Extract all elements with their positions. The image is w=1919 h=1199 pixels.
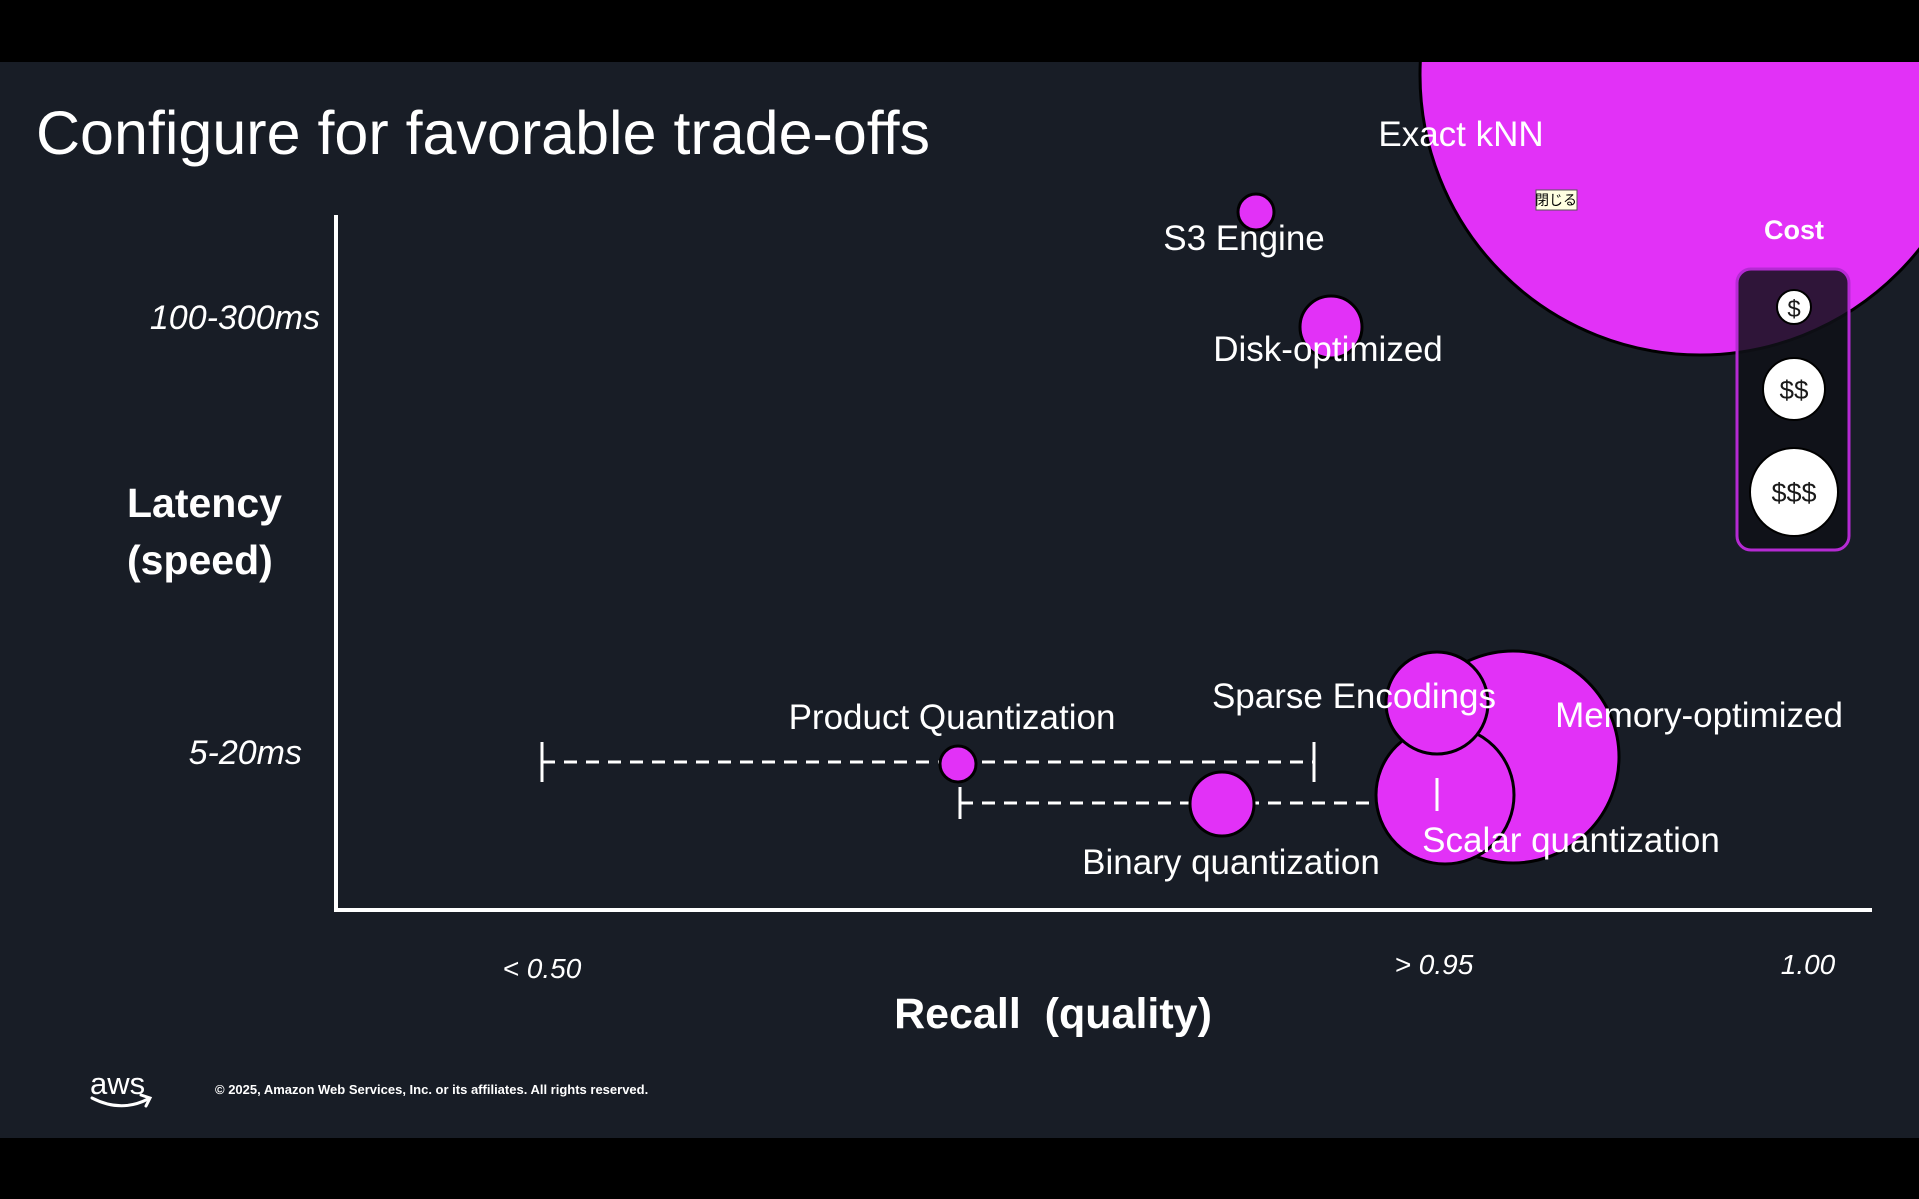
y-tick-100-300ms: 100-300ms [150, 299, 320, 337]
x-tick-lt-0-50: < 0.50 [503, 953, 582, 984]
legend-cost-2-circle [1762, 357, 1826, 421]
y-axis-label-line2: (speed) [127, 537, 273, 583]
range-product-quantization [540, 742, 1316, 782]
close-tooltip-label[interactable]: 閉じる [1535, 192, 1577, 208]
label-exact-knn: Exact kNN [1378, 115, 1543, 154]
bubble-s3-engine [1236, 192, 1276, 232]
close-tooltip-box[interactable] [1535, 189, 1578, 211]
cost-legend: Cost $ $$ $$$ [1735, 215, 1851, 552]
legend-title: Cost [1764, 215, 1824, 245]
aws-arrow-icon [139, 1093, 153, 1108]
label-s3-engine: S3 Engine [1163, 219, 1325, 258]
aws-smile-icon [90, 1096, 150, 1108]
aws-logo: aws [90, 1066, 153, 1108]
legend-cost-2-label: $$ [1780, 375, 1809, 405]
slide-title: Configure for favorable trade-offs [36, 99, 930, 167]
bubble-sparse-encodings [1384, 650, 1490, 756]
range-binary-quantization [958, 787, 1437, 819]
x-tick-gt-0-95: > 0.95 [1395, 949, 1474, 980]
label-product-quantization: Product Quantization [789, 698, 1116, 737]
legend-cost-1-label: $ [1787, 296, 1800, 323]
y-tick-5-20ms: 5-20ms [189, 734, 302, 772]
label-disk-optimized: Disk-optimized [1213, 330, 1443, 369]
x-tick-1-00: 1.00 [1781, 949, 1836, 980]
bubble-product-quantization [938, 744, 978, 784]
aws-logo-text: aws [90, 1066, 145, 1101]
label-memory-optimized: Memory-optimized [1555, 696, 1843, 735]
legend-cost-3-circle [1749, 447, 1839, 537]
y-axis-label-line1: Latency [127, 480, 282, 526]
x-axis-label: Recall (quality) [894, 990, 1212, 1038]
label-binary-quantization: Binary quantization [1082, 843, 1380, 882]
copyright: © 2025, Amazon Web Services, Inc. or its… [215, 1082, 648, 1097]
legend-cost-3-label: $$$ [1771, 478, 1816, 508]
label-sparse-encodings: Sparse Encodings [1212, 677, 1496, 716]
close-tooltip[interactable]: 閉じる [1535, 189, 1578, 211]
legend-cost-1-circle [1776, 289, 1812, 325]
bubble-binary-quantization [1188, 770, 1256, 838]
bubble-disk-optimized [1298, 294, 1364, 360]
label-scalar-quantization: Scalar quantization [1422, 821, 1720, 860]
